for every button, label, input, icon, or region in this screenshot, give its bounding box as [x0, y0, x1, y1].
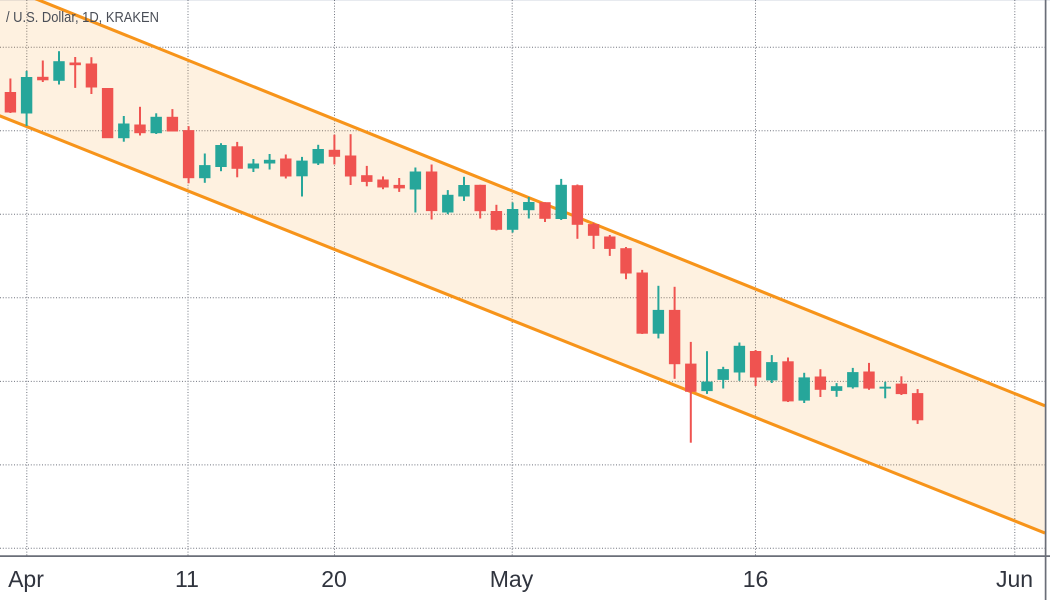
svg-text:May: May [490, 566, 534, 592]
svg-text:Jun: Jun [996, 566, 1033, 592]
svg-text:16: 16 [743, 566, 769, 592]
svg-text:Apr: Apr [8, 566, 44, 592]
svg-text:11: 11 [175, 566, 199, 592]
svg-text:20: 20 [321, 566, 347, 592]
svg-text:/ U.S. Dollar, 1D, KRAKEN: / U.S. Dollar, 1D, KRAKEN [6, 9, 159, 26]
